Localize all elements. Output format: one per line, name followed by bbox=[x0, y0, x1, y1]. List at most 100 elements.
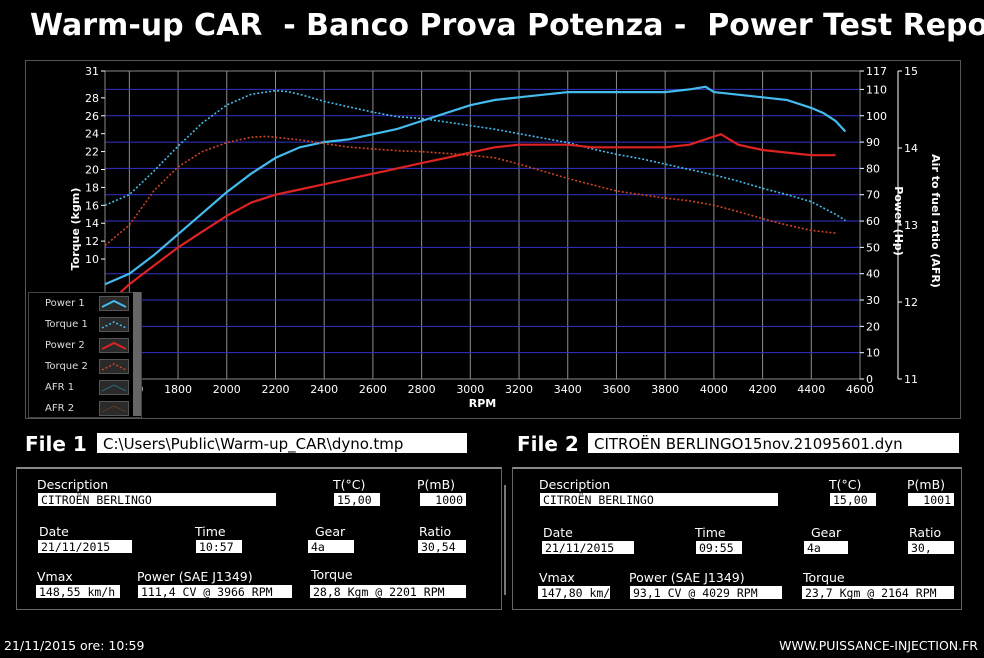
legend-scrollbar[interactable] bbox=[133, 292, 141, 416]
series-line-power-1 bbox=[104, 85, 847, 286]
ratio-label: Ratio bbox=[909, 525, 942, 540]
x-tick-label: 2000 bbox=[213, 383, 241, 396]
afr-tick-label: 11 bbox=[904, 373, 918, 386]
x-tick-label: 3800 bbox=[651, 383, 679, 396]
temp-label: T(°C) bbox=[829, 477, 862, 492]
ratio-field[interactable]: 30, bbox=[907, 540, 955, 555]
legend-swatch-power-2[interactable] bbox=[99, 338, 129, 353]
description-label: Description bbox=[37, 477, 109, 492]
gear-label: Gear bbox=[315, 524, 346, 539]
file2-label: File 2 bbox=[517, 432, 579, 456]
power-axis-label: Power (Hp) bbox=[892, 186, 905, 256]
power-tick-label: 117 bbox=[866, 65, 887, 78]
temp-field[interactable]: 15,00 bbox=[333, 492, 381, 507]
torque-tick-label: 16 bbox=[85, 199, 99, 212]
power-label: Power (SAE J1349) bbox=[629, 570, 745, 585]
pressure-field[interactable]: 1000 bbox=[419, 492, 467, 507]
torque-label: Torque bbox=[311, 567, 353, 582]
power-field[interactable]: 111,4 CV @ 3966 RPM bbox=[137, 584, 293, 599]
power-tick-label: 70 bbox=[866, 189, 880, 202]
report-title: Warm-up CAR - Banco Prova Potenza - Powe… bbox=[30, 8, 984, 43]
time-label: Time bbox=[695, 525, 726, 540]
pressure-field[interactable]: 1001 bbox=[907, 492, 955, 507]
torque-tick-label: 28 bbox=[85, 92, 99, 105]
power-tick-label: 90 bbox=[866, 136, 880, 149]
legend-label-torque-2: Torque 2 bbox=[45, 361, 88, 372]
date-field[interactable]: 21/11/2015 bbox=[541, 540, 635, 555]
x-tick-label: 4200 bbox=[749, 383, 777, 396]
legend-label-afr-2: AFR 2 bbox=[45, 403, 75, 414]
vmax-field[interactable]: 148,55 km/h bbox=[35, 584, 121, 599]
x-axis-label: RPM bbox=[469, 397, 496, 410]
gear-field[interactable]: 4a bbox=[307, 539, 355, 554]
torque-tick-label: 18 bbox=[85, 181, 99, 194]
x-tick-label: 3400 bbox=[554, 383, 582, 396]
description-field[interactable]: CITROËN BERLINGO bbox=[539, 492, 779, 507]
file2-path-field[interactable]: CITROËN BERLINGO15nov.21095601.dyn bbox=[587, 432, 960, 454]
torque-tick-label: 31 bbox=[85, 65, 99, 78]
file1-path-field[interactable]: C:\Users\Public\Warm-up_CAR\dyno.tmp bbox=[96, 432, 468, 454]
torque-axis-label: Torque (kgm) bbox=[69, 188, 82, 271]
power-tick-label: 110 bbox=[866, 83, 887, 96]
footer-datetime: 21/11/2015 ore: 10:59 bbox=[4, 638, 145, 653]
temp-field[interactable]: 15,00 bbox=[829, 492, 877, 507]
legend-label-torque-1: Torque 1 bbox=[45, 319, 88, 330]
torque-tick-label: 20 bbox=[85, 163, 99, 176]
series-line-torque-2 bbox=[104, 135, 836, 247]
vmax-field[interactable]: 147,80 km/ bbox=[537, 585, 611, 600]
power-tick-label: 60 bbox=[866, 215, 880, 228]
time-field[interactable]: 09:55 bbox=[695, 540, 743, 555]
legend-swatch-torque-2[interactable] bbox=[99, 359, 129, 374]
x-tick-label: 4000 bbox=[700, 383, 728, 396]
file1-label: File 1 bbox=[25, 432, 87, 456]
legend-swatch-power-1[interactable] bbox=[99, 296, 129, 311]
ratio-label: Ratio bbox=[419, 524, 452, 539]
description-label: Description bbox=[539, 477, 611, 492]
afr-tick-label: 13 bbox=[904, 219, 918, 232]
date-field[interactable]: 21/11/2015 bbox=[37, 539, 133, 554]
time-field[interactable]: 10:57 bbox=[195, 539, 243, 554]
description-field[interactable]: CITROËN BERLINGO bbox=[37, 492, 277, 507]
gear-field[interactable]: 4a bbox=[803, 540, 849, 555]
power-tick-label: 50 bbox=[866, 241, 880, 254]
dyno-chart: 1600180020002200240026002800300032003400… bbox=[25, 60, 961, 419]
x-tick-label: 4600 bbox=[846, 383, 874, 396]
date-label: Date bbox=[543, 525, 573, 540]
x-tick-label: 4400 bbox=[797, 383, 825, 396]
x-tick-label: 2800 bbox=[408, 383, 436, 396]
ratio-field[interactable]: 30,54 bbox=[417, 539, 467, 554]
report-panel-1: Description CITROËN BERLINGO T(°C) 15,00… bbox=[16, 467, 502, 610]
torque-tick-label: 24 bbox=[85, 128, 99, 141]
power-tick-label: 40 bbox=[866, 268, 880, 281]
x-tick-label: 2600 bbox=[359, 383, 387, 396]
legend-label-power-2: Power 2 bbox=[45, 340, 85, 351]
x-tick-label: 3000 bbox=[456, 383, 484, 396]
power-tick-label: 30 bbox=[866, 294, 880, 307]
x-tick-label: 2400 bbox=[310, 383, 338, 396]
panel-divider bbox=[504, 485, 506, 595]
afr-tick-label: 12 bbox=[904, 296, 918, 309]
torque-tick-label: 14 bbox=[85, 217, 99, 230]
legend-label-power-1: Power 1 bbox=[45, 298, 85, 309]
x-tick-label: 2200 bbox=[261, 383, 289, 396]
time-label: Time bbox=[195, 524, 226, 539]
vmax-label: Vmax bbox=[37, 569, 73, 584]
date-label: Date bbox=[39, 524, 69, 539]
legend-label-afr-1: AFR 1 bbox=[45, 382, 75, 393]
torque-field[interactable]: 23,7 Kgm @ 2164 RPM bbox=[801, 585, 955, 600]
afr-tick-label: 15 bbox=[904, 65, 918, 78]
torque-field[interactable]: 28,8 Kgm @ 2201 RPM bbox=[309, 584, 467, 599]
torque-label: Torque bbox=[803, 570, 845, 585]
power-field[interactable]: 93,1 CV @ 4029 RPM bbox=[629, 585, 783, 600]
power-tick-label: 20 bbox=[866, 320, 880, 333]
legend-swatch-torque-1[interactable] bbox=[99, 317, 129, 332]
legend-swatch-afr-1[interactable] bbox=[99, 380, 129, 395]
torque-tick-label: 12 bbox=[85, 235, 99, 248]
pressure-label: P(mB) bbox=[907, 477, 946, 492]
series-line-power-2 bbox=[111, 132, 836, 301]
temp-label: T(°C) bbox=[333, 477, 366, 492]
dyno-chart-svg: 1600180020002200240026002800300032003400… bbox=[69, 65, 942, 410]
chart-legend: Power 1 Torque 1 Power 2 Torque 2 AFR 1 … bbox=[28, 292, 142, 418]
legend-swatch-afr-2[interactable] bbox=[99, 401, 129, 416]
report-panel-2: Description CITROËN BERLINGO T(°C) 15,00… bbox=[512, 467, 962, 610]
